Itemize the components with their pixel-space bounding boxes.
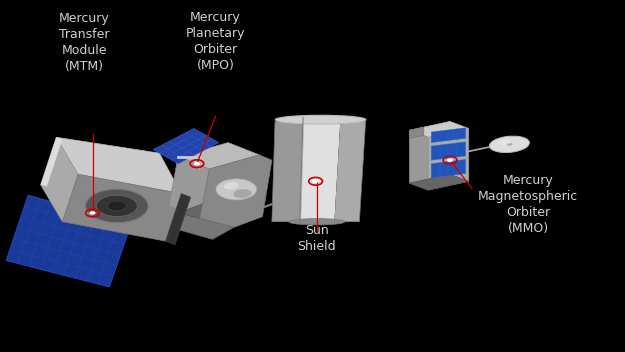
Polygon shape	[169, 213, 234, 239]
Polygon shape	[409, 174, 469, 190]
Polygon shape	[153, 128, 219, 164]
Text: Mercury
Transfer
Module
(MTM): Mercury Transfer Module (MTM)	[59, 12, 110, 73]
Text: Mercury
Magnetospheric
Orbiter
(MMO): Mercury Magnetospheric Orbiter (MMO)	[478, 174, 578, 235]
Ellipse shape	[216, 179, 257, 200]
Polygon shape	[6, 195, 131, 287]
Circle shape	[89, 211, 96, 215]
Ellipse shape	[506, 143, 512, 146]
Polygon shape	[166, 194, 191, 245]
Polygon shape	[431, 128, 466, 143]
Ellipse shape	[275, 115, 366, 124]
Polygon shape	[409, 121, 469, 137]
Ellipse shape	[289, 219, 345, 225]
Ellipse shape	[97, 195, 137, 216]
Polygon shape	[431, 159, 466, 178]
Polygon shape	[169, 157, 209, 218]
Circle shape	[194, 162, 200, 165]
Circle shape	[312, 180, 319, 183]
Polygon shape	[300, 116, 341, 222]
Text: Mercury
Planetary
Orbiter
(MPO): Mercury Planetary Orbiter (MPO)	[186, 11, 246, 71]
Ellipse shape	[489, 136, 529, 152]
Polygon shape	[41, 137, 78, 222]
Ellipse shape	[86, 189, 148, 223]
Polygon shape	[200, 155, 272, 227]
Polygon shape	[178, 143, 259, 169]
Polygon shape	[56, 137, 181, 194]
Polygon shape	[178, 202, 262, 227]
Ellipse shape	[107, 201, 126, 211]
Polygon shape	[272, 118, 303, 222]
Polygon shape	[41, 137, 62, 187]
Polygon shape	[428, 128, 469, 190]
Ellipse shape	[233, 189, 252, 198]
Text: Sun
Shield: Sun Shield	[298, 224, 336, 252]
Polygon shape	[409, 130, 428, 190]
Circle shape	[447, 158, 453, 162]
Polygon shape	[62, 174, 181, 241]
Polygon shape	[334, 116, 366, 222]
Polygon shape	[409, 127, 424, 138]
Ellipse shape	[499, 140, 511, 145]
Ellipse shape	[224, 182, 239, 189]
Polygon shape	[431, 142, 466, 160]
